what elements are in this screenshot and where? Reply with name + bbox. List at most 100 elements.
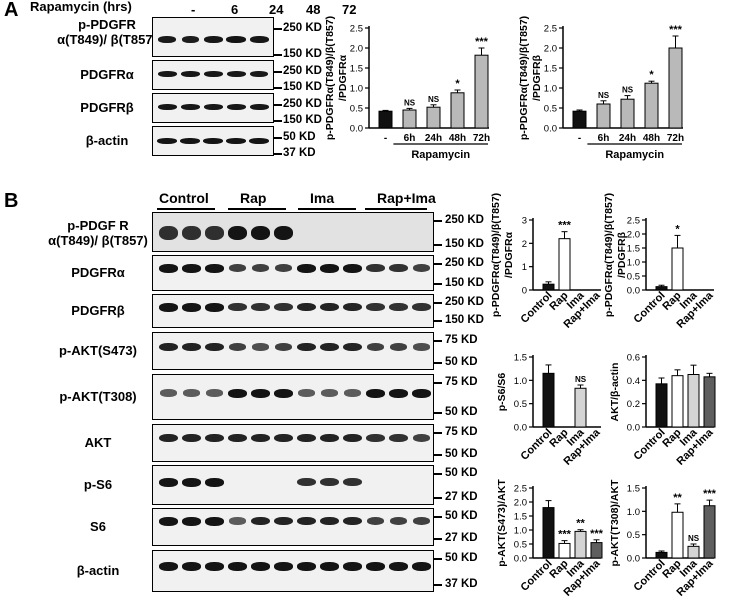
blot-band bbox=[203, 36, 223, 43]
y-axis-label: p-S6/S6 bbox=[496, 373, 508, 412]
blot-band bbox=[157, 71, 177, 77]
kd-marker: 37 KD bbox=[283, 147, 316, 159]
blot-band bbox=[159, 226, 178, 240]
blot-band bbox=[180, 71, 200, 77]
kd-tick bbox=[434, 302, 442, 304]
significance-label: ** bbox=[576, 518, 585, 530]
kd-tick bbox=[274, 54, 282, 56]
blot-band bbox=[226, 138, 246, 144]
kd-marker: 75 KD bbox=[445, 376, 478, 388]
y-tick-label: 0.5 bbox=[544, 104, 557, 115]
kd-marker: 250 KD bbox=[283, 22, 322, 34]
kd-tick bbox=[274, 120, 282, 122]
blot-band bbox=[320, 516, 339, 526]
blot-band bbox=[205, 516, 224, 526]
blot-band bbox=[159, 433, 178, 443]
blot-band bbox=[297, 516, 316, 526]
blot-band bbox=[249, 104, 269, 110]
kd-tick bbox=[434, 516, 442, 518]
y-tick-label: 0.4 bbox=[627, 376, 640, 387]
y-tick-label: 1.5 bbox=[627, 484, 640, 495]
x-tick-label: 72h bbox=[667, 133, 684, 144]
blot-band bbox=[182, 263, 201, 273]
bar bbox=[655, 383, 668, 428]
blot-band bbox=[297, 263, 316, 273]
group-label: Rap+Ima bbox=[377, 190, 436, 206]
y-tick-label: 0 bbox=[522, 286, 527, 297]
blot-band bbox=[297, 302, 316, 312]
blot-band bbox=[320, 302, 339, 312]
group-label: Ima bbox=[310, 190, 335, 206]
bar bbox=[474, 54, 489, 129]
blot-band bbox=[159, 516, 178, 526]
blot-band bbox=[203, 71, 223, 77]
kd-tick bbox=[274, 104, 282, 106]
blot-band bbox=[249, 138, 269, 144]
blot-band bbox=[182, 516, 201, 526]
blot-strip bbox=[152, 60, 274, 90]
group-label: Rap bbox=[240, 190, 267, 206]
blot-band bbox=[412, 516, 431, 526]
bar bbox=[671, 375, 684, 428]
y-tick-label: 2.0 bbox=[544, 44, 557, 55]
y-tick-label: 2.0 bbox=[514, 498, 527, 509]
blot-row-label: PDGFRα bbox=[71, 265, 125, 280]
blot-band bbox=[297, 477, 316, 487]
blot-band bbox=[343, 477, 362, 487]
blot-band bbox=[251, 302, 270, 312]
bar bbox=[542, 507, 555, 559]
blot-band bbox=[366, 561, 385, 571]
kd-marker: 75 KD bbox=[445, 426, 478, 438]
blot-band bbox=[412, 343, 431, 351]
kd-tick bbox=[434, 244, 442, 246]
kd-tick bbox=[434, 220, 442, 222]
bar bbox=[620, 98, 635, 129]
kd-marker: 27 KD bbox=[445, 532, 478, 544]
kd-marker: 37 KD bbox=[445, 578, 478, 590]
blot-strip bbox=[152, 294, 434, 328]
kd-tick bbox=[274, 153, 282, 155]
group-label: Control bbox=[159, 190, 209, 206]
blot-band bbox=[182, 226, 201, 240]
bar bbox=[590, 542, 603, 559]
significance-label: * bbox=[649, 69, 654, 81]
blot-strip bbox=[152, 374, 434, 420]
y-tick-label: 3 bbox=[522, 216, 527, 227]
blot-band bbox=[320, 561, 339, 571]
blot-band bbox=[159, 263, 178, 273]
blot-band bbox=[159, 342, 178, 352]
x-tick-label: 6h bbox=[598, 133, 610, 144]
kd-tick bbox=[274, 137, 282, 139]
y-tick-label: 0.5 bbox=[627, 530, 640, 541]
y-tick-label: 2.5 bbox=[514, 484, 527, 495]
significance-label: *** bbox=[590, 528, 604, 540]
y-tick-label: 1.0 bbox=[514, 526, 527, 537]
kd-tick bbox=[274, 87, 282, 89]
significance-label: NS bbox=[622, 86, 634, 95]
kd-marker: 50 KD bbox=[445, 406, 478, 418]
y-tick-label: 0.5 bbox=[350, 104, 363, 115]
blot-band bbox=[157, 104, 177, 110]
blot-strip bbox=[152, 550, 434, 592]
blot-band bbox=[366, 388, 385, 398]
y-tick-label: 0.0 bbox=[627, 554, 640, 565]
significance-label: *** bbox=[669, 24, 683, 36]
kd-marker: 50 KD bbox=[445, 510, 478, 522]
bar bbox=[655, 286, 668, 291]
kd-marker: 250 KD bbox=[445, 214, 484, 226]
y-tick-label: 0.0 bbox=[350, 124, 363, 135]
blot-band bbox=[297, 389, 316, 397]
kd-marker: 150 KD bbox=[283, 114, 322, 126]
y-tick-label: 0.5 bbox=[514, 399, 527, 410]
blot-strip bbox=[152, 255, 434, 291]
blot-band bbox=[274, 226, 293, 240]
y-tick-label: 1.0 bbox=[627, 258, 640, 269]
blot-band bbox=[159, 302, 178, 312]
kd-tick bbox=[434, 473, 442, 475]
significance-label: *** bbox=[475, 36, 489, 48]
kd-marker: 150 KD bbox=[283, 48, 322, 60]
y-tick-label: 0.6 bbox=[627, 353, 640, 364]
blot-band bbox=[228, 342, 247, 352]
kd-tick bbox=[434, 454, 442, 456]
